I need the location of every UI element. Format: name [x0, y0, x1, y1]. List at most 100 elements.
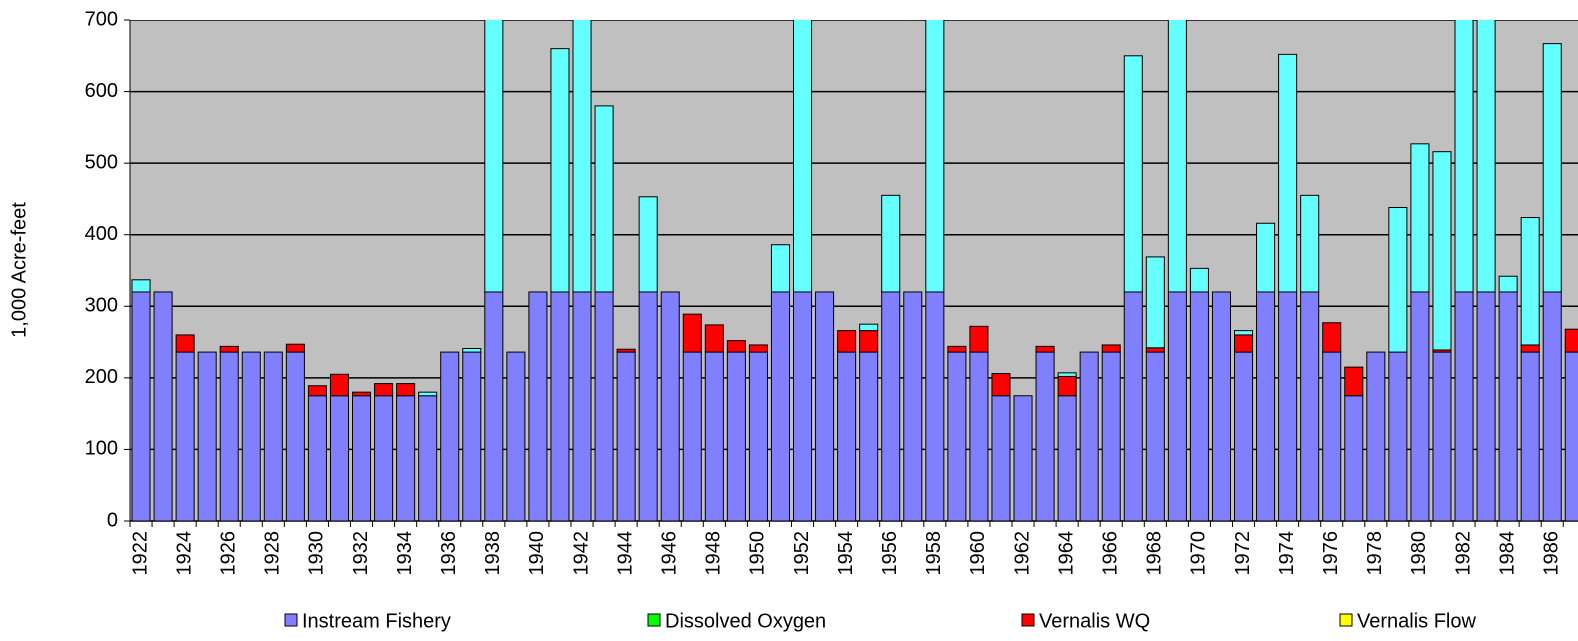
x-tick-label: 1944	[614, 531, 636, 576]
y-tick-label: 100	[85, 438, 118, 460]
bar-segment	[197, 351, 217, 522]
y-tick-label: 400	[85, 223, 118, 245]
bar-segment	[726, 351, 746, 522]
bar-segment	[1520, 351, 1540, 522]
bar-segment	[616, 351, 636, 522]
bar-segment	[859, 323, 879, 332]
bar-segment	[1300, 291, 1320, 522]
bar-segment	[1542, 43, 1562, 293]
x-tick-label: 1966	[1100, 531, 1122, 576]
bar-segment	[837, 330, 857, 353]
bar-segment	[1300, 194, 1320, 293]
bar-segment	[1498, 291, 1518, 522]
x-tick-label: 1940	[526, 531, 548, 576]
bar-segment	[616, 348, 636, 353]
bar-segment	[1388, 207, 1408, 353]
x-tick-label: 1972	[1232, 531, 1254, 576]
bar-segment	[1234, 330, 1254, 336]
bar-segment	[1145, 351, 1165, 522]
bar-segment	[881, 194, 901, 293]
bar-segment	[1344, 395, 1364, 522]
bar-segment	[1498, 275, 1518, 293]
bar-segment	[1234, 351, 1254, 522]
bar-segment	[594, 291, 614, 522]
bar-segment	[219, 351, 239, 522]
plot	[130, 20, 1578, 522]
bar-segment	[462, 348, 482, 353]
bar-segment	[1035, 345, 1055, 353]
bar-segment	[374, 383, 394, 397]
bar-segment	[175, 351, 195, 522]
bar-segment	[1278, 291, 1298, 522]
x-tick-label: 1986	[1541, 531, 1563, 576]
legend-label: Instream Fishery	[302, 610, 451, 632]
x-tick-label: 1950	[747, 531, 769, 576]
bar-segment	[660, 291, 680, 522]
bar-segment	[1410, 143, 1430, 293]
bar-segment	[638, 196, 658, 293]
bar-segment	[638, 291, 658, 522]
bar-segment	[263, 351, 283, 522]
bar-segment	[572, 20, 592, 293]
y-tick-label: 300	[85, 295, 118, 317]
bar-segment	[1344, 366, 1364, 397]
bar-segment	[1189, 267, 1209, 293]
bar-segment	[374, 395, 394, 522]
bar-segment	[1256, 291, 1276, 522]
bar-segment	[1476, 291, 1496, 522]
bar-segment	[1476, 20, 1496, 293]
x-tick-label: 1954	[835, 531, 857, 576]
legend-swatch	[284, 613, 298, 627]
bar-segment	[881, 291, 901, 522]
x-tick-label: 1978	[1364, 531, 1386, 576]
bar-segment	[903, 291, 923, 522]
x-tick-label: 1934	[394, 531, 416, 576]
bar-segment	[947, 345, 967, 353]
bar-segment	[1057, 375, 1077, 397]
bar-segment	[1145, 256, 1165, 349]
legend-label: Vernalis Flow	[1357, 610, 1476, 632]
bar-segment	[1322, 351, 1342, 522]
bar-segment	[396, 395, 416, 522]
x-tick-label: 1932	[350, 531, 372, 576]
bar-segment	[1035, 351, 1055, 522]
bar-segment	[1189, 291, 1209, 522]
x-tick-label: 1930	[306, 531, 328, 576]
x-tick-label: 1928	[262, 531, 284, 576]
bar-segment	[969, 325, 989, 353]
x-tick-label: 1984	[1496, 531, 1518, 576]
x-tick-label: 1924	[173, 531, 195, 576]
y-tick-label: 700	[85, 8, 118, 30]
bar-segment	[352, 395, 372, 522]
bar-segment	[793, 20, 813, 293]
bar-segment	[131, 291, 151, 522]
legend-label: Vernalis WQ	[1039, 610, 1150, 632]
bar-segment	[859, 351, 879, 522]
bar-segment	[1454, 291, 1474, 522]
bar-segment	[307, 395, 327, 522]
x-tick-label: 1974	[1276, 531, 1298, 576]
bar-segment	[682, 313, 702, 353]
bar-segment	[329, 373, 350, 397]
bar-segment	[131, 279, 151, 293]
bar-segment	[1564, 328, 1578, 353]
legend-swatch	[647, 613, 661, 627]
bar-segment	[704, 324, 724, 353]
bar-segment	[440, 351, 460, 522]
bar-segment	[947, 351, 967, 522]
bar-segment	[1123, 55, 1143, 293]
bar-segment	[1542, 291, 1562, 522]
y-tick-label: 500	[85, 151, 118, 173]
bar-segment	[793, 291, 813, 522]
bar-segment	[1520, 344, 1540, 353]
y-axis-label: 1,000 Acre-feet	[8, 202, 30, 338]
bar-segment	[352, 391, 372, 397]
bar-segment	[682, 351, 702, 522]
x-tick-label: 1964	[1055, 531, 1077, 576]
bar-segment	[991, 395, 1011, 522]
x-tick-label: 1926	[218, 531, 240, 576]
bar-segment	[418, 391, 438, 397]
bar-segment	[1057, 395, 1077, 522]
bar-segment	[484, 291, 504, 522]
x-tick-label: 1946	[659, 531, 681, 576]
